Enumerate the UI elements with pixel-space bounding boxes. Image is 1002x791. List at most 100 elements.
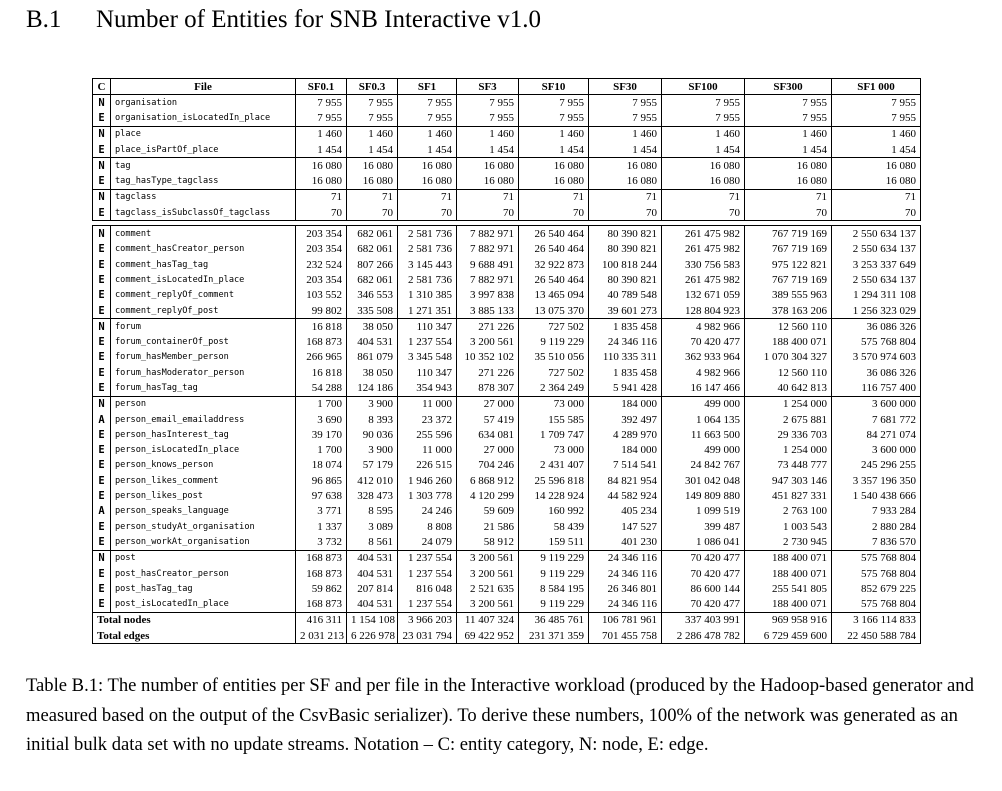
count-cell: 70 <box>295 205 347 222</box>
count-cell: 255 596 <box>397 427 457 443</box>
count-cell: 71 <box>518 188 589 206</box>
count-cell: 16 080 <box>831 173 921 190</box>
count-cell: 71 <box>744 188 832 206</box>
count-cell: 1 086 041 <box>661 534 745 551</box>
count-cell: 23 031 794 <box>397 628 457 645</box>
count-cell: 7 955 <box>397 94 457 111</box>
count-cell: 2 763 100 <box>744 503 832 520</box>
count-cell: 71 <box>588 188 662 206</box>
count-cell: 1 003 543 <box>744 519 832 535</box>
category-cell: E <box>92 442 111 458</box>
count-cell: 404 531 <box>346 549 398 566</box>
count-cell: 969 958 916 <box>744 611 832 629</box>
count-cell: 7 955 <box>744 94 832 111</box>
count-cell: 266 965 <box>295 349 347 366</box>
count-cell: 16 080 <box>661 157 745 174</box>
file-name-cell: person_isLocatedIn_place <box>110 442 296 458</box>
count-cell: 682 061 <box>346 241 398 257</box>
count-cell: 11 407 324 <box>456 611 519 629</box>
count-cell: 24 346 116 <box>588 596 662 613</box>
count-cell: 499 000 <box>661 442 745 458</box>
count-cell: 1 256 323 029 <box>831 302 921 320</box>
count-cell: 27 000 <box>456 395 519 412</box>
count-cell: 155 585 <box>518 411 589 428</box>
count-cell: 11 000 <box>397 442 457 458</box>
count-cell: 2 286 478 782 <box>661 628 745 645</box>
count-cell: 389 555 963 <box>744 287 832 303</box>
count-cell: 1 460 <box>397 125 457 142</box>
count-cell: 27 000 <box>456 442 519 458</box>
count-cell: 16 080 <box>456 173 519 190</box>
count-cell: 96 865 <box>295 473 347 489</box>
count-cell: 3 997 838 <box>456 287 519 303</box>
count-cell: 58 912 <box>456 534 519 551</box>
category-cell: E <box>92 334 111 350</box>
count-cell: 13 075 370 <box>518 302 589 320</box>
count-cell: 59 609 <box>456 503 519 520</box>
count-cell: 9 119 229 <box>518 549 589 566</box>
count-cell: 26 540 464 <box>518 241 589 257</box>
count-cell: 1 237 554 <box>397 565 457 582</box>
count-cell: 975 122 821 <box>744 256 832 273</box>
count-cell: 90 036 <box>346 427 398 443</box>
count-cell: 54 288 <box>295 380 347 397</box>
total-label: Total edges <box>92 628 296 645</box>
count-cell: 110 335 311 <box>588 349 662 366</box>
entities-table: C File SF0.1 SF0.3 SF1 SF3 SF10 SF30 SF100 SF300 S… <box>92 78 921 645</box>
count-cell: 26 540 464 <box>518 225 589 242</box>
count-cell: 378 163 206 <box>744 302 832 320</box>
file-name-cell: forum_hasModerator_person <box>110 365 296 381</box>
count-cell: 807 266 <box>346 256 398 273</box>
count-cell: 7 955 <box>295 94 347 111</box>
count-cell: 57 419 <box>456 411 519 428</box>
count-cell: 1 454 <box>744 141 832 159</box>
count-cell: 261 475 982 <box>661 241 745 257</box>
count-cell: 3 732 <box>295 534 347 551</box>
count-cell: 3 200 561 <box>456 565 519 582</box>
count-cell: 6 868 912 <box>456 473 519 489</box>
count-cell: 1 237 554 <box>397 334 457 350</box>
column-header: SF1 <box>397 78 457 95</box>
column-header: SF30 <box>588 78 662 95</box>
count-cell: 701 455 758 <box>588 628 662 645</box>
total-label: Total nodes <box>92 611 296 629</box>
count-cell: 1 337 <box>295 519 347 535</box>
count-cell: 335 508 <box>346 302 398 320</box>
count-cell: 7 955 <box>518 110 589 127</box>
file-name-cell: forum <box>110 318 296 335</box>
table-row: Total edges 2 031 213 6 226 978 23 031 794 6… <box>92 628 921 645</box>
count-cell: 24 079 <box>397 534 457 551</box>
count-cell: 4 120 299 <box>456 488 519 504</box>
category-cell: E <box>92 272 111 288</box>
count-cell: 32 922 873 <box>518 256 589 273</box>
count-cell: 16 080 <box>397 157 457 174</box>
count-cell: 22 450 588 784 <box>831 628 921 645</box>
count-cell: 97 638 <box>295 488 347 504</box>
count-cell: 1 454 <box>661 141 745 159</box>
count-cell: 35 510 056 <box>518 349 589 366</box>
count-cell: 3 600 000 <box>831 442 921 458</box>
count-cell: 3 771 <box>295 503 347 520</box>
column-header: SF0.1 <box>295 78 347 95</box>
count-cell: 16 080 <box>518 173 589 190</box>
count-cell: 1 460 <box>295 125 347 142</box>
count-cell: 24 346 116 <box>588 334 662 350</box>
count-cell: 9 119 229 <box>518 565 589 582</box>
count-cell: 3 357 196 350 <box>831 473 921 489</box>
count-cell: 73 448 777 <box>744 457 832 474</box>
count-cell: 59 862 <box>295 581 347 597</box>
count-cell: 2 880 284 <box>831 519 921 535</box>
table-header-row: C File SF0.1 SF0.3 SF1 SF3 SF10 SF30 SF100 SF300 S… <box>92 78 921 95</box>
count-cell: 11 663 500 <box>661 427 745 443</box>
count-cell: 128 804 923 <box>661 302 745 320</box>
count-cell: 1 454 <box>346 141 398 159</box>
